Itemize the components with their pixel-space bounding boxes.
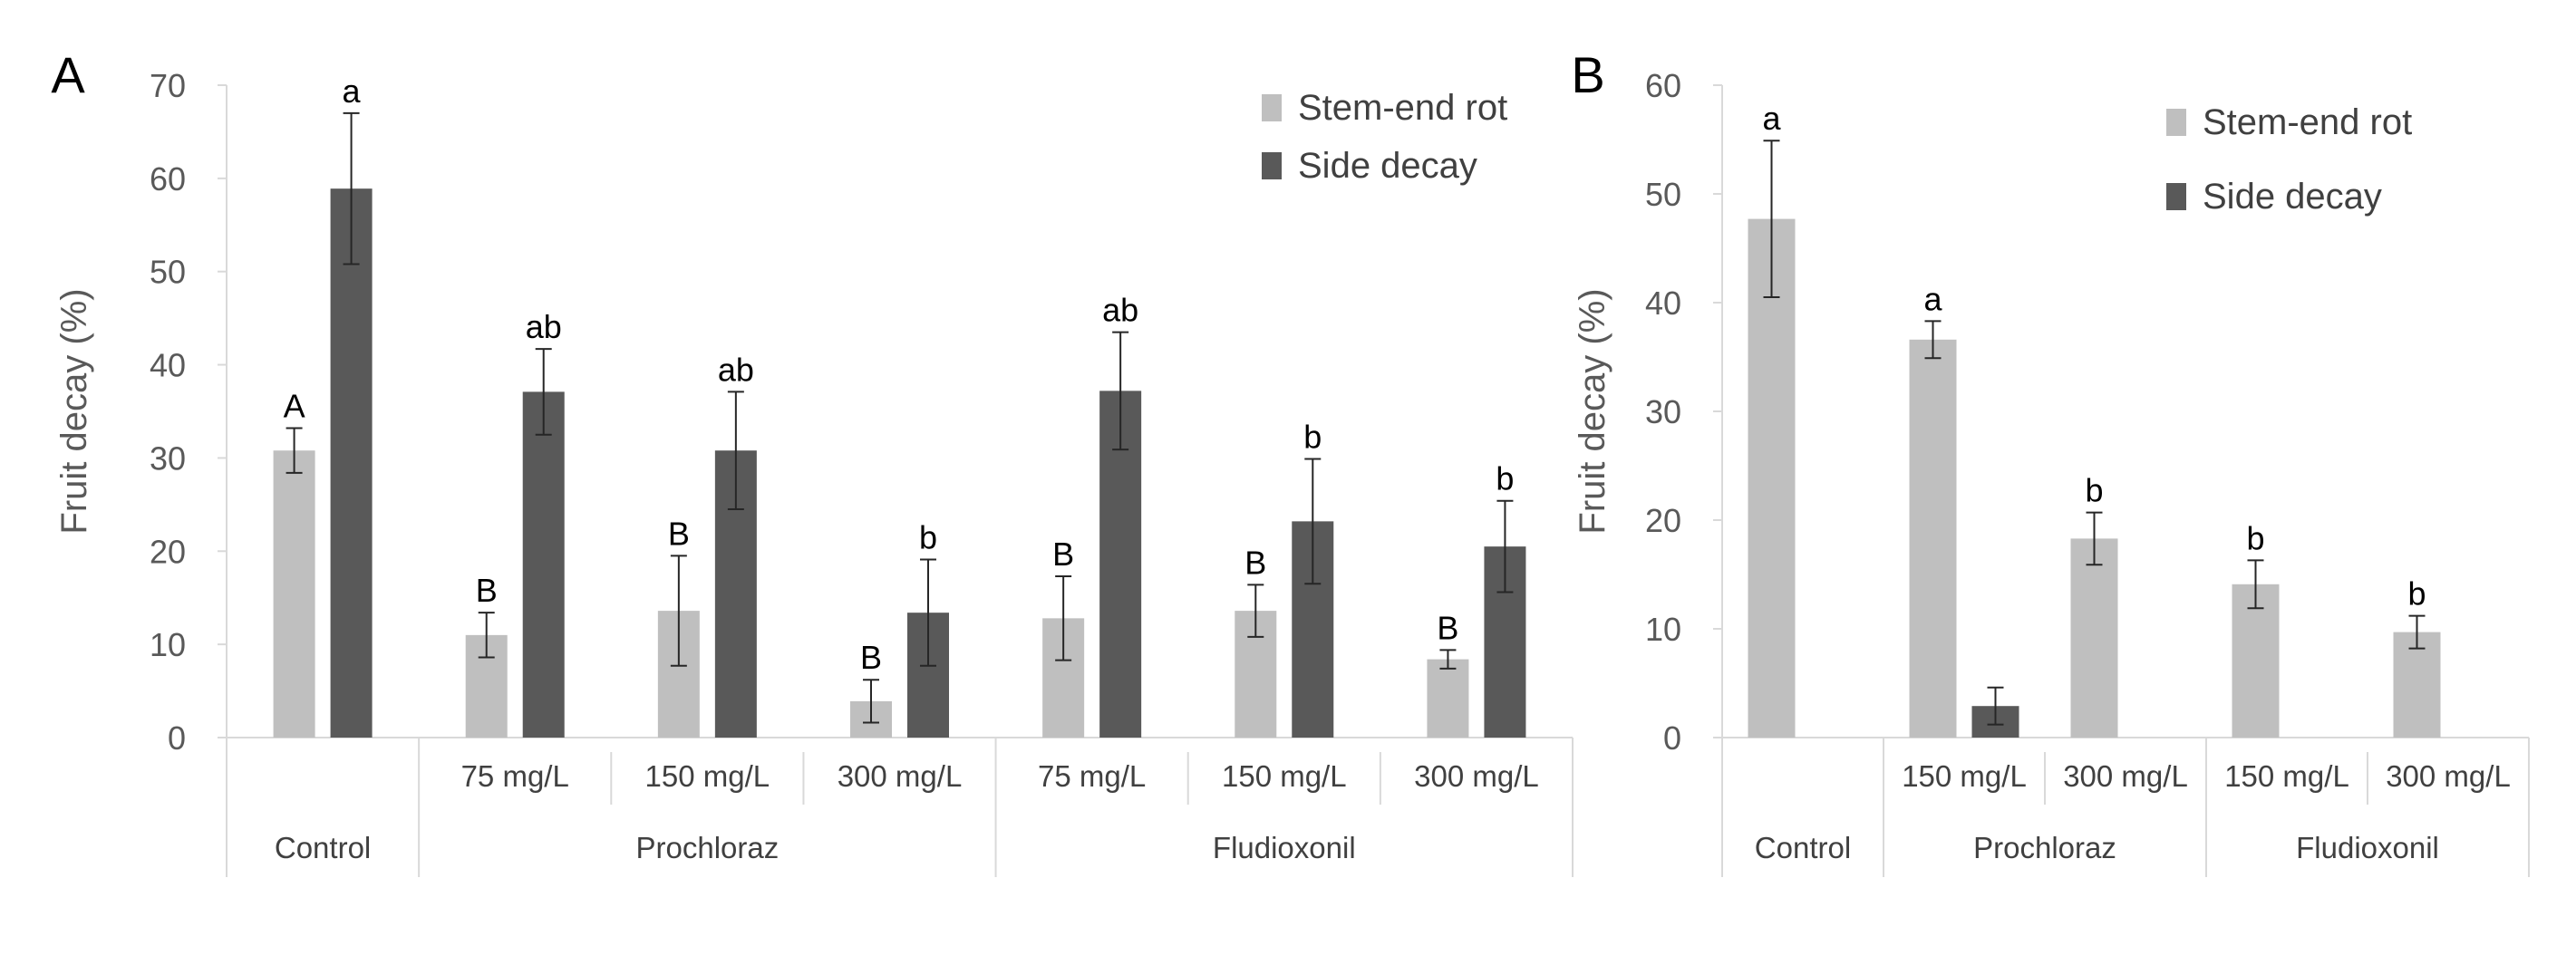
panel-label: B: [1571, 46, 1604, 103]
y-tick-label: 60: [1645, 67, 1681, 104]
y-tick-label: 20: [1645, 502, 1681, 539]
significance-letter: B: [1052, 536, 1074, 573]
category-label: 300 mg/L: [2063, 759, 2188, 793]
category-label: 75 mg/L: [461, 759, 569, 793]
significance-letter: a: [343, 72, 362, 110]
group-label: Prochloraz: [1973, 831, 2116, 864]
significance-letter: A: [284, 388, 305, 425]
y-tick-label: 40: [1645, 285, 1681, 322]
significance-letter: B: [1437, 609, 1458, 646]
significance-letter: B: [668, 515, 690, 552]
bar-stem-end-rot: [1748, 218, 1796, 738]
y-axis-title: Fruit decay (%): [54, 288, 94, 534]
bar-side-decay: [522, 391, 565, 738]
group-label: Control: [1755, 831, 1851, 864]
significance-letter: b: [2407, 575, 2426, 613]
category-label: 300 mg/L: [1414, 759, 1539, 793]
significance-letter: B: [476, 572, 498, 609]
significance-letter: b: [919, 519, 937, 556]
significance-letter: B: [860, 639, 882, 676]
significance-letter: b: [1303, 418, 1322, 455]
significance-letter: b: [2246, 519, 2264, 556]
group-label: Fludioxonil: [1213, 831, 1356, 864]
category-label: 150 mg/L: [645, 759, 770, 793]
legend-label: Stem-end rot: [1298, 88, 1507, 128]
significance-letter: a: [1762, 100, 1781, 137]
group-label: Prochloraz: [635, 831, 779, 864]
panel-label: A: [51, 46, 85, 103]
bar-stem-end-rot: [1909, 339, 1957, 738]
y-tick-label: 70: [150, 67, 186, 104]
bar-side-decay: [330, 188, 373, 738]
category-label: 75 mg/L: [1038, 759, 1146, 793]
y-tick-label: 0: [168, 719, 186, 757]
category-label: 300 mg/L: [838, 759, 963, 793]
bar-stem-end-rot: [2393, 632, 2441, 738]
significance-letter: b: [2085, 472, 2103, 509]
category-label: 150 mg/L: [1902, 759, 2027, 793]
significance-letter: B: [1244, 544, 1266, 581]
y-tick-label: 60: [150, 160, 186, 198]
significance-letter: b: [1496, 460, 1514, 497]
category-label: 300 mg/L: [2386, 759, 2511, 793]
y-tick-label: 50: [1645, 176, 1681, 213]
legend-swatch-side-decay: [1262, 152, 1282, 179]
legend-label: Side decay: [2203, 177, 2382, 217]
significance-letter: ab: [718, 351, 754, 388]
significance-letter: ab: [526, 308, 562, 345]
significance-letter: ab: [1102, 292, 1138, 329]
category-label: 150 mg/L: [2224, 759, 2349, 793]
category-label: 150 mg/L: [1222, 759, 1347, 793]
y-tick-label: 10: [1645, 611, 1681, 648]
y-tick-label: 50: [150, 254, 186, 291]
bar-stem-end-rot: [2232, 584, 2280, 738]
y-tick-label: 30: [150, 439, 186, 477]
legend-swatch-side-decay: [2166, 183, 2186, 210]
chart-panel-b: B 0 10 20 30 40 50 60 Fruit decay (%) Control a Pro…: [1571, 46, 2530, 877]
chart-panel-a: A 0 10 20 30 40 50 60 70 Fruit decay (%) Control Aa…: [51, 46, 1574, 877]
legend-swatch-stem-end-rot: [1262, 94, 1282, 121]
legend-label: Side decay: [1298, 146, 1477, 186]
y-tick-label: 40: [150, 347, 186, 384]
bar-stem-end-rot: [273, 450, 315, 738]
y-tick-label: 0: [1663, 719, 1681, 757]
bar-stem-end-rot: [2070, 538, 2118, 738]
group-label: Fludioxonil: [2296, 831, 2439, 864]
y-axis-title: Fruit decay (%): [1573, 288, 1612, 534]
legend-swatch-stem-end-rot: [2166, 109, 2186, 136]
bar-stem-end-rot: [1427, 659, 1469, 738]
significance-letter: a: [1923, 280, 1942, 317]
y-tick-label: 20: [150, 533, 186, 570]
group-label: Control: [275, 831, 371, 864]
legend-label: Stem-end rot: [2203, 102, 2412, 142]
y-tick-label: 30: [1645, 393, 1681, 430]
y-tick-label: 10: [150, 626, 186, 663]
